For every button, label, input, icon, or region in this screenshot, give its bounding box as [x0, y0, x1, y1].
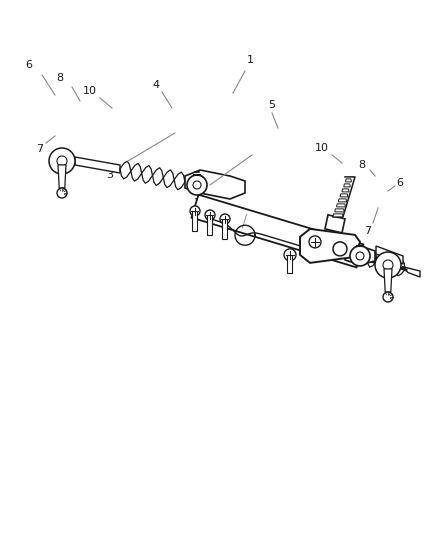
Polygon shape: [344, 246, 374, 265]
Circle shape: [57, 156, 67, 166]
Polygon shape: [191, 195, 363, 268]
Polygon shape: [339, 194, 347, 197]
Polygon shape: [207, 215, 212, 235]
Text: 3: 3: [106, 170, 113, 180]
Text: 7: 7: [364, 226, 371, 236]
Polygon shape: [75, 157, 120, 173]
Circle shape: [374, 252, 400, 278]
Text: 10: 10: [83, 86, 97, 96]
Polygon shape: [299, 229, 359, 263]
Circle shape: [190, 206, 200, 216]
Polygon shape: [334, 209, 343, 212]
Circle shape: [187, 175, 207, 195]
Text: 6: 6: [396, 178, 403, 188]
Text: 8: 8: [57, 73, 64, 83]
Circle shape: [382, 292, 392, 302]
Circle shape: [193, 181, 201, 189]
Polygon shape: [58, 165, 66, 188]
Circle shape: [332, 242, 346, 256]
Text: 7: 7: [36, 144, 43, 154]
Circle shape: [308, 236, 320, 248]
Text: 10: 10: [314, 143, 328, 153]
Circle shape: [355, 252, 363, 260]
Text: 2: 2: [193, 198, 200, 208]
Circle shape: [205, 210, 215, 220]
Circle shape: [49, 148, 75, 174]
Text: 5: 5: [268, 100, 275, 110]
Polygon shape: [120, 161, 184, 190]
Polygon shape: [375, 246, 402, 264]
Polygon shape: [383, 269, 391, 292]
Circle shape: [219, 214, 230, 224]
Text: 8: 8: [357, 160, 365, 170]
Polygon shape: [336, 204, 345, 207]
Polygon shape: [184, 170, 244, 199]
Polygon shape: [401, 266, 419, 277]
Circle shape: [382, 260, 392, 270]
Circle shape: [57, 188, 67, 198]
Polygon shape: [192, 211, 197, 231]
Text: 1: 1: [246, 55, 253, 65]
Polygon shape: [222, 219, 227, 239]
Text: 4: 4: [152, 80, 159, 90]
Polygon shape: [343, 184, 350, 187]
Polygon shape: [357, 249, 404, 276]
Polygon shape: [332, 214, 342, 217]
Circle shape: [349, 246, 369, 266]
Polygon shape: [338, 199, 346, 202]
Polygon shape: [287, 255, 292, 273]
Polygon shape: [324, 215, 344, 233]
Polygon shape: [345, 179, 350, 182]
Text: 6: 6: [25, 60, 32, 70]
Polygon shape: [341, 189, 348, 192]
Circle shape: [283, 249, 295, 261]
